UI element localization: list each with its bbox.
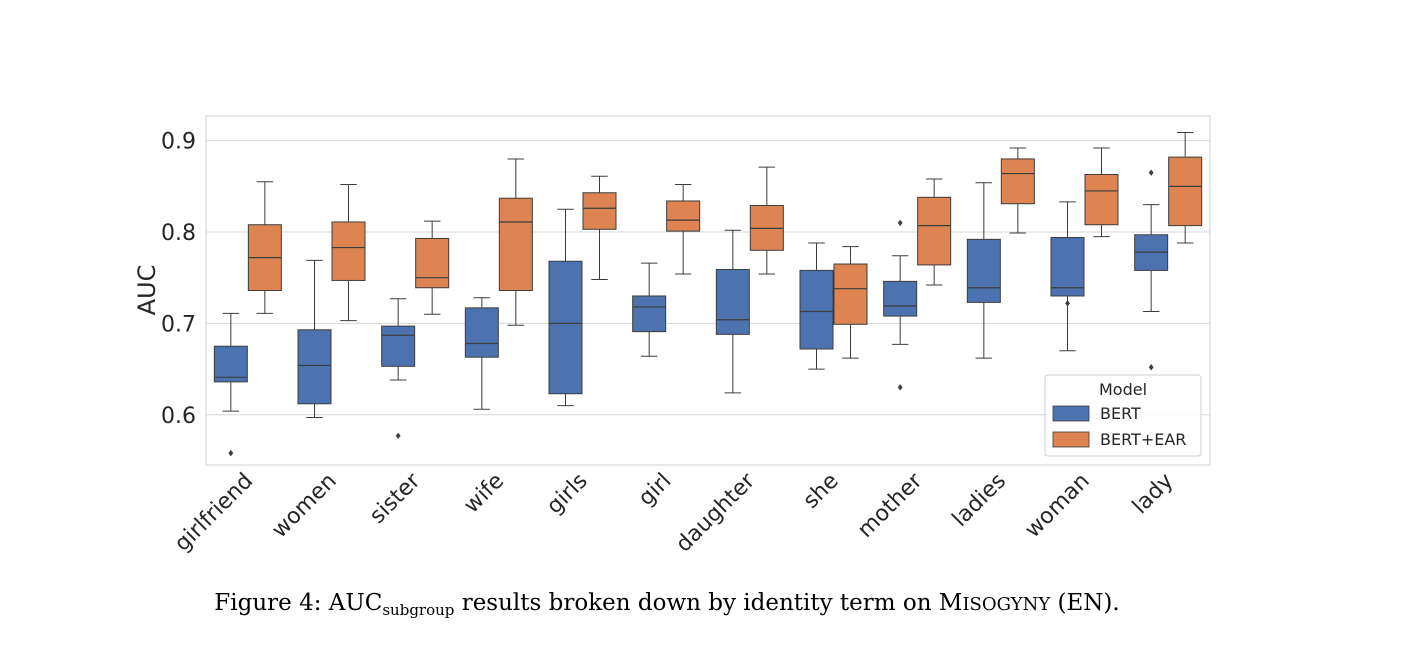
outlier-point [1148,364,1154,371]
box-girlfriend-BERT [213,312,248,457]
iqr-box [213,345,248,383]
box-daughter-BERT+EAR [749,166,784,275]
caption-middle: results broken down by identity term on [454,590,939,616]
x-tick-label-women: women [267,469,342,544]
iqr-box [799,269,834,350]
iqr-box [1084,173,1119,226]
legend-label-bert-ear: BERT+EAR [1100,430,1186,449]
x-tick-label-she: she [799,469,844,514]
iqr-box [464,307,499,358]
box-women-BERT [297,259,332,418]
box-she-BERT [799,242,834,370]
x-tick-label-daughter: daughter [671,468,760,557]
iqr-box [917,196,952,266]
iqr-box [548,260,583,395]
box-mother-BERT+EAR [917,178,952,286]
outlier-point [1148,169,1154,176]
caption-suffix: (EN). [1050,590,1120,616]
legend: Model BERT BERT+EAR [1044,374,1202,457]
iqr-box [297,329,332,405]
box-wife-BERT+EAR [498,158,533,326]
box-ladies-BERT [966,182,1001,359]
iqr-box [1050,237,1085,297]
caption-subscript: subgroup [382,601,455,619]
figure-caption: Figure 4: AUCsubgroup results broken dow… [0,590,1370,619]
iqr-box [498,197,533,291]
legend-title: Model [1099,380,1147,399]
x-tick-labels: girlfriend women sister wife girls girldaught… [170,468,1178,557]
box-girl-BERT+EAR [666,184,701,275]
iqr-box [715,268,750,335]
box-mother-BERT [883,219,918,391]
grid-layer [206,140,1210,416]
box-girlfriend-BERT+EAR [247,181,282,314]
box-she-BERT+EAR [833,246,868,359]
box-wife-BERT [464,297,499,410]
box-lady-BERT [1134,169,1169,371]
y-tick-label: 0.7 [161,312,196,337]
box-girls-BERT [548,208,583,407]
y-tick-labels: 0.6 0.7 0.8 0.9 [161,130,196,429]
x-tick-label-woman: woman [1020,469,1094,543]
x-tick-label-girls: girls [542,469,593,520]
iqr-box [1168,156,1203,227]
iqr-box [883,280,918,317]
x-tick-label-girl: girl [634,469,677,512]
legend-swatch-bert [1052,405,1090,422]
iqr-box [966,238,1001,303]
box-lady-BERT+EAR [1168,131,1203,244]
box-girl-BERT [632,262,667,357]
x-tick-label-girlfriend: girlfriend [170,469,258,557]
x-tick-label-lady: lady [1128,469,1179,520]
box-daughter-BERT [715,229,750,394]
iqr-box [1000,158,1035,205]
box-girls-BERT+EAR [582,175,617,281]
y-axis-label: AUC [133,265,161,316]
iqr-box [415,237,450,289]
y-tick-label: 0.9 [161,130,196,155]
y-tick-label: 0.6 [161,404,196,429]
iqr-box [833,263,868,325]
plot-frame [205,115,1211,466]
x-tick-label-ladies: ladies [948,469,1011,532]
box-ladies-BERT+EAR [1000,147,1035,234]
iqr-box [666,200,701,232]
iqr-box [582,192,617,230]
caption-prefix: Figure 4: AUC [214,590,383,616]
iqr-box [381,325,416,367]
legend-swatch-bert-ear [1052,431,1090,448]
outlier-point [228,449,234,457]
box-woman-BERT [1050,201,1085,352]
x-tick-label-wife: wife [459,469,509,519]
legend-label-bert: BERT [1100,404,1141,423]
outlier-point [897,384,903,391]
caption-dataset-initial: M [938,590,963,616]
outlier-point [1065,300,1070,307]
box-sister-BERT+EAR [415,220,450,315]
x-tick-label-mother: mother [853,468,928,543]
box-woman-BERT+EAR [1084,147,1119,238]
x-tick-label-sister: sister [365,468,426,529]
y-tick-label: 0.8 [161,221,196,246]
outlier-point [897,219,903,227]
outlier-point [395,432,401,439]
box-sister-BERT [381,298,416,439]
iqr-box [331,221,366,281]
boxes-layer [213,131,1203,457]
box-women-BERT+EAR [331,184,366,322]
box-plot-chart: 0.60.70.80.9 girlfriend women sister wife gi… [133,115,1211,557]
caption-dataset-rest: ISOGYNY [962,594,1051,615]
iqr-box [632,295,667,333]
